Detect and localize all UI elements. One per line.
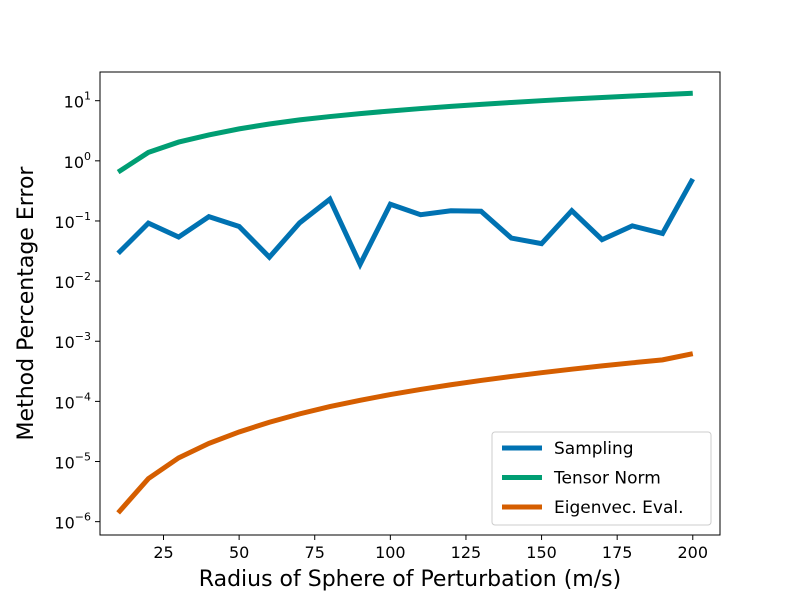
- x-tick-label: 125: [451, 543, 482, 562]
- legend-box: [491, 431, 712, 526]
- x-tick-label: 50: [229, 543, 249, 562]
- y-tick-base: 10: [54, 514, 74, 533]
- plot-frame: [99, 71, 721, 536]
- y-tick-base: 10: [54, 333, 74, 352]
- y-tick-exponent: −6: [75, 511, 91, 524]
- x-tick-label: 75: [305, 543, 325, 562]
- y-tick-base: 10: [54, 273, 74, 292]
- y-tick-base: 10: [64, 153, 84, 172]
- y-tick-exponent: −3: [75, 330, 91, 343]
- x-tick-label: 175: [602, 543, 633, 562]
- y-tick-exponent: 1: [84, 90, 91, 103]
- y-tick-exponent: −2: [75, 270, 91, 283]
- y-tick-label: 101: [64, 90, 91, 112]
- x-tick-label: 25: [153, 543, 173, 562]
- y-tick-base: 10: [54, 454, 74, 473]
- y-tick-base: 10: [64, 93, 84, 112]
- y-tick-label: 10−3: [54, 330, 91, 352]
- x-axis: 25 50 75 100 125 150 175 200: [153, 535, 708, 562]
- series-layer: [116, 90, 695, 515]
- y-tick-base: 10: [54, 213, 74, 232]
- y-tick-label: 100: [64, 150, 91, 172]
- y-tick-label: 10−6: [54, 511, 91, 533]
- y-tick-label: 10−5: [54, 451, 91, 473]
- y-tick-label: 10−1: [54, 210, 91, 232]
- series-line-eigenvec-eval: [116, 351, 694, 515]
- y-tick-label: 10−4: [54, 390, 91, 412]
- legend: Sampling Tensor Norm Eigenvec. Eval.: [491, 431, 712, 526]
- series-line-tensor-norm: [116, 90, 693, 175]
- x-axis-label: Radius of Sphere of Perturbation (m/s): [199, 567, 621, 592]
- y-tick-label: 10−2: [54, 270, 91, 292]
- legend-label: Sampling: [554, 439, 634, 459]
- y-axis-label: Method Percentage Error: [14, 166, 39, 441]
- series-line-sampling: [116, 177, 695, 271]
- x-tick-label: 150: [526, 543, 557, 562]
- y-tick-exponent: −4: [75, 390, 91, 403]
- y-tick-exponent: −1: [75, 210, 91, 223]
- y-tick-base: 10: [54, 393, 74, 412]
- y-tick-exponent: −5: [75, 451, 91, 464]
- x-tick-label: 100: [375, 543, 406, 562]
- y-tick-exponent: 0: [84, 150, 91, 163]
- legend-label: Eigenvec. Eval.: [554, 498, 684, 518]
- legend-label: Tensor Norm: [553, 469, 661, 489]
- x-tick-label: 200: [678, 543, 709, 562]
